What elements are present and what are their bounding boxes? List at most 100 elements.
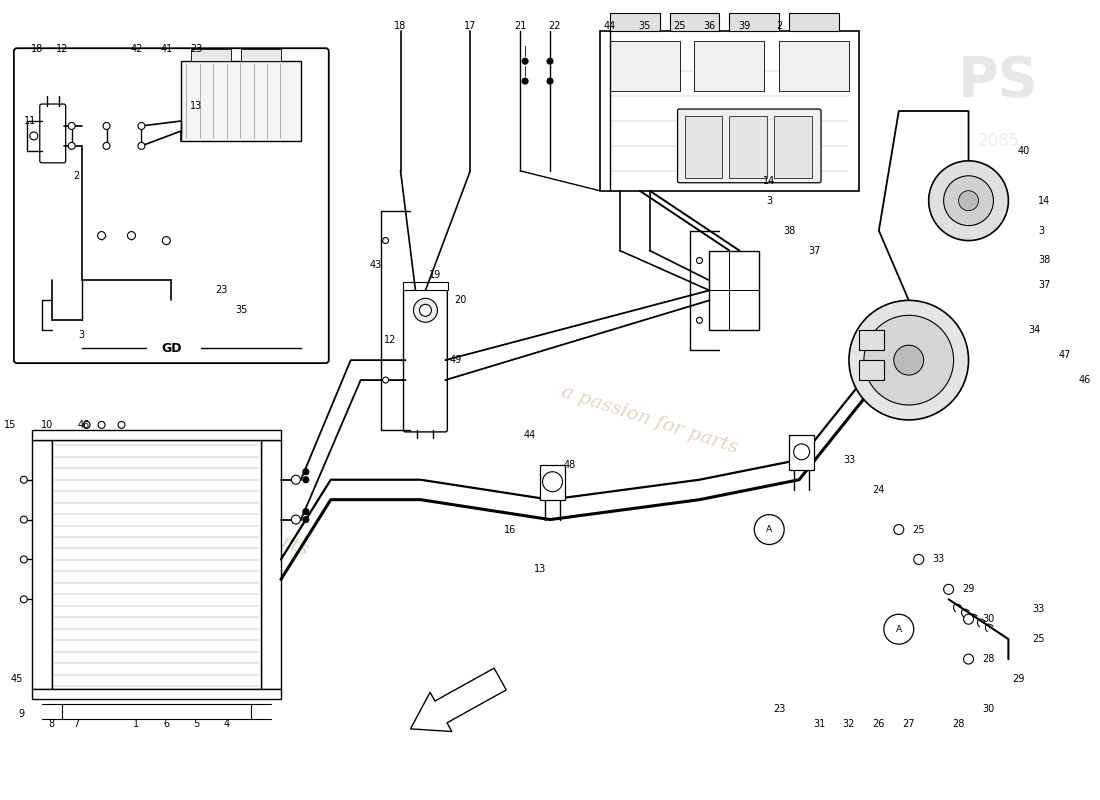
Text: 23: 23 [773,704,785,714]
Text: A: A [895,625,902,634]
Circle shape [894,345,924,375]
Text: 44: 44 [604,22,616,31]
Text: 29: 29 [962,584,975,594]
Circle shape [522,78,528,84]
FancyBboxPatch shape [404,288,448,432]
Bar [710,250,759,330]
Circle shape [542,472,562,492]
Circle shape [547,78,553,84]
Circle shape [30,132,37,140]
Circle shape [547,58,553,64]
Bar [403,282,449,290]
Text: 35: 35 [235,306,248,315]
Circle shape [964,654,974,664]
Text: 38: 38 [1038,255,1050,266]
Text: 30: 30 [982,614,994,624]
Bar [261,440,280,689]
Circle shape [696,258,703,263]
Text: 9: 9 [19,709,25,719]
Text: 21: 21 [514,22,526,31]
Text: 23: 23 [190,44,202,54]
Circle shape [103,142,110,150]
Circle shape [138,122,145,130]
Text: 16: 16 [504,525,516,534]
Bar [694,42,764,91]
Text: 10: 10 [41,420,53,430]
Text: 37: 37 [1038,280,1050,290]
Circle shape [419,304,431,316]
Bar [789,435,814,470]
Bar [32,430,280,440]
Circle shape [292,515,300,524]
Text: 29: 29 [1012,674,1024,684]
Text: 28: 28 [982,654,994,664]
Circle shape [958,190,979,210]
Text: 26: 26 [872,719,886,729]
Text: 48: 48 [564,460,576,470]
Text: 13: 13 [190,101,202,111]
Bar [729,116,767,178]
Bar [32,440,52,689]
Text: A: A [767,525,772,534]
Circle shape [68,122,75,130]
Text: 46: 46 [1078,375,1090,385]
Text: 4: 4 [223,719,229,729]
Bar [182,61,301,141]
Text: 39: 39 [738,22,750,31]
Text: 30: 30 [982,704,994,714]
Text: a passion for parts: a passion for parts [559,383,740,457]
Bar [241,50,280,61]
Text: 24: 24 [872,485,886,494]
Text: 44: 44 [524,430,536,440]
Bar [600,31,859,190]
Circle shape [138,142,145,150]
FancyBboxPatch shape [14,48,329,363]
Text: 38: 38 [783,226,795,235]
Circle shape [914,554,924,565]
Text: GD: GD [161,342,182,354]
FancyBboxPatch shape [678,109,821,182]
Text: 8: 8 [48,719,55,729]
Text: 33: 33 [1032,604,1044,614]
Text: 5: 5 [194,719,199,729]
Circle shape [302,517,309,522]
Bar [52,440,261,689]
Circle shape [98,231,106,239]
Bar [684,116,723,178]
Bar [191,50,231,61]
Circle shape [696,318,703,323]
Circle shape [964,614,974,624]
Text: 36: 36 [703,22,716,31]
Text: 33: 33 [843,454,855,465]
Text: 3: 3 [1038,226,1044,235]
Text: 33: 33 [933,554,945,565]
Circle shape [292,475,300,484]
Circle shape [522,58,528,64]
Circle shape [128,231,135,239]
Text: PS: PS [958,54,1038,108]
Bar [859,360,883,380]
Bar [779,42,849,91]
Text: 1: 1 [133,719,140,729]
Bar [859,330,883,350]
Text: 41: 41 [161,44,173,54]
Circle shape [944,584,954,594]
Text: 23: 23 [214,286,228,295]
Text: 27: 27 [902,719,915,729]
Text: 25: 25 [673,22,685,31]
Text: 49: 49 [449,355,462,365]
Circle shape [414,298,438,322]
Bar [32,689,280,699]
Circle shape [794,444,810,460]
Text: 40: 40 [1018,146,1030,156]
Circle shape [20,596,28,602]
Text: 3: 3 [78,330,85,340]
Bar [609,42,680,91]
Circle shape [944,176,993,226]
Text: 34: 34 [1028,326,1041,335]
Circle shape [755,514,784,545]
Text: 25: 25 [913,525,925,534]
Bar [789,14,839,31]
Text: 45: 45 [11,674,23,684]
Text: 2: 2 [777,22,782,31]
